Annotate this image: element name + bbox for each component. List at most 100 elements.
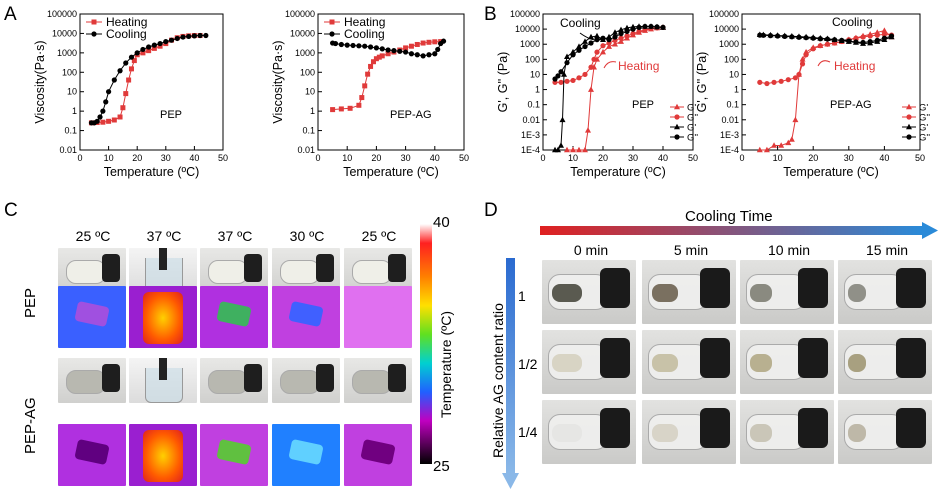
data-point — [379, 53, 385, 59]
vial-photo — [838, 260, 932, 324]
data-point — [582, 38, 588, 44]
data-point — [600, 48, 606, 55]
data-point — [757, 32, 763, 38]
data-point — [408, 51, 415, 57]
thermal-image — [344, 424, 412, 486]
data-point — [379, 46, 385, 52]
y-tick-label: 0.1 — [527, 100, 540, 110]
data-point — [134, 50, 140, 56]
ratio-arrow — [502, 258, 519, 489]
cap-icon — [798, 408, 828, 448]
data-point — [385, 51, 391, 57]
sample-blob-icon — [288, 438, 324, 466]
legend-marker — [906, 123, 912, 130]
vial-icon — [352, 370, 392, 394]
x-tick-label: 10 — [568, 153, 578, 163]
data-point — [151, 45, 157, 51]
data-point — [874, 32, 880, 38]
vial-photo — [642, 400, 736, 464]
data-point — [117, 68, 123, 74]
data-point — [106, 118, 112, 124]
data-point — [585, 127, 591, 133]
data-point — [860, 34, 866, 40]
hot-beaker-icon — [143, 430, 183, 482]
y-axis-label: Viscosity(Pa·s) — [271, 40, 285, 123]
data-point — [106, 89, 112, 95]
ratio-label: 1/4 — [518, 424, 538, 440]
data-point — [564, 53, 570, 59]
cap-icon — [896, 268, 926, 308]
cap-icon — [102, 364, 120, 392]
data-point — [435, 46, 441, 53]
legend-marker — [674, 114, 680, 120]
data-point — [103, 99, 109, 105]
temp-header: 37 ºC — [217, 228, 253, 244]
x-tick-label: 20 — [132, 153, 142, 163]
data-point — [778, 142, 785, 148]
colorbar-min: 25 — [433, 458, 450, 475]
y-tick-label: 1 — [310, 106, 315, 116]
y-tick-label: 10 — [67, 87, 77, 97]
panel-letter-a: A — [4, 4, 17, 25]
thermal-image — [200, 286, 268, 348]
gel-icon — [750, 354, 772, 372]
cooling-time-title: Cooling Time — [685, 208, 773, 225]
y-tick-label: 0.01 — [59, 145, 77, 155]
panel-letter-d: D — [484, 200, 498, 221]
data-point — [582, 71, 588, 78]
gel-icon — [652, 284, 678, 302]
x-tick-label: 10 — [342, 153, 352, 163]
y-tick-label: 100000 — [709, 9, 739, 19]
chart-a2-viscosity-pepag: 0.01 0.1 1 10 100 1000 10000 100000 0 10 20 30 40 50 T… — [271, 9, 469, 179]
cap-icon — [798, 268, 828, 308]
y-tick-label: 100000 — [285, 9, 315, 19]
gel-icon — [848, 284, 866, 302]
gel-icon — [552, 424, 582, 442]
data-point — [803, 52, 809, 58]
data-point — [403, 45, 409, 51]
vial-icon — [159, 358, 167, 380]
cap-icon — [244, 254, 262, 282]
data-point — [126, 77, 132, 83]
data-point — [636, 24, 642, 30]
legend-label: G'' — [919, 133, 930, 144]
legend-marker — [906, 114, 912, 120]
data-point — [123, 60, 129, 66]
x-axis-label: Temperature (ºC) — [783, 165, 879, 179]
data-point — [824, 36, 831, 42]
series-line — [332, 40, 444, 57]
data-point — [624, 28, 630, 35]
data-point — [146, 48, 152, 54]
x-tick-label: 10 — [104, 153, 114, 163]
data-point — [756, 146, 763, 153]
x-tick-label: 30 — [844, 153, 854, 163]
data-point — [370, 59, 376, 65]
vial-photo — [838, 330, 932, 394]
panel-d: Cooling Time Relative AG content ratio 0… — [480, 200, 945, 490]
vial-photo — [542, 400, 636, 464]
data-point — [558, 79, 564, 85]
data-point — [618, 26, 624, 33]
data-point — [648, 23, 654, 30]
data-point — [570, 77, 576, 84]
x-axis-label: Temperature (ºC) — [570, 165, 666, 179]
gel-icon — [652, 354, 678, 372]
annotation: PEP-AG — [830, 99, 872, 111]
y-tick-label: 10000 — [52, 28, 77, 38]
data-point — [432, 39, 438, 45]
data-point — [789, 34, 795, 40]
cap-icon — [798, 338, 828, 378]
data-point — [368, 63, 374, 69]
y-tick-label: 0.01 — [522, 115, 540, 125]
data-point — [408, 43, 414, 49]
data-point — [799, 61, 806, 67]
y-tick-label: 1E-3 — [720, 130, 739, 140]
data-point — [846, 38, 852, 44]
temp-header: 25 ºC — [75, 228, 111, 244]
data-point — [123, 91, 129, 97]
data-point — [867, 33, 873, 39]
y-tick-label: 1E-4 — [521, 145, 540, 155]
x-tick-label: 40 — [430, 153, 440, 163]
x-tick-label: 10 — [773, 153, 783, 163]
x-tick-label: 0 — [739, 153, 744, 163]
